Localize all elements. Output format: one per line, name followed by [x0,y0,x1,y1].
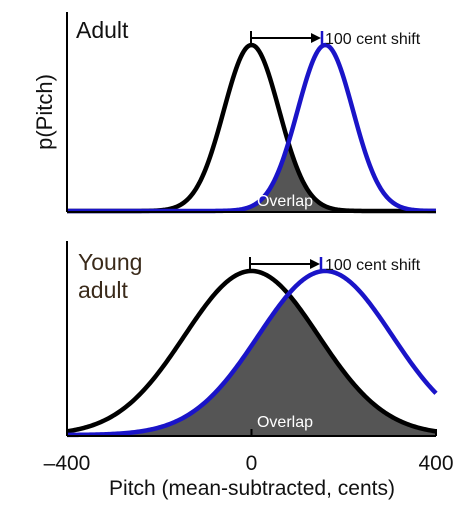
series-curve-black-young-adult [66,268,437,434]
panel-young-adult: Young adult 100 cent shift Overlap –400 0… [44,241,454,500]
shift-annotation-adult: 100 cent shift [325,31,421,48]
x-axis-label: Pitch (mean-subtracted, cents) [109,477,395,500]
shift-arrow-young-adult [249,257,323,271]
panel-label-young-adult-line1: Young [78,249,142,275]
series-curve-blue-adult [67,42,437,214]
overlap-label-adult: Overlap [257,193,313,210]
panel-label-young-adult: Young adult [78,249,149,303]
shift-arrow-adult [250,31,324,45]
overlap-area-young-adult [67,294,436,435]
x-tick-label: –400 [44,452,91,475]
panel-label-young-adult-line2: adult [78,277,128,303]
panel-label-adult: Adult [76,17,129,43]
series-curve-blue-young-adult [66,268,438,438]
shift-annotation-young-adult: 100 cent shift [325,257,421,274]
overlap-label-young-adult: Overlap [257,414,313,431]
shift-arrow-head [310,259,320,269]
x-tick-label: 0 [246,452,258,475]
y-axis-label: p(Pitch) [32,74,57,150]
x-ticks: –400 0 400 [44,429,454,475]
overlap-area-adult [67,142,436,211]
shift-arrow-head [311,33,321,43]
panel-adult: Adult 100 cent shift Overlap p(Pitch) [32,12,437,214]
x-tick-label: 400 [418,452,453,475]
